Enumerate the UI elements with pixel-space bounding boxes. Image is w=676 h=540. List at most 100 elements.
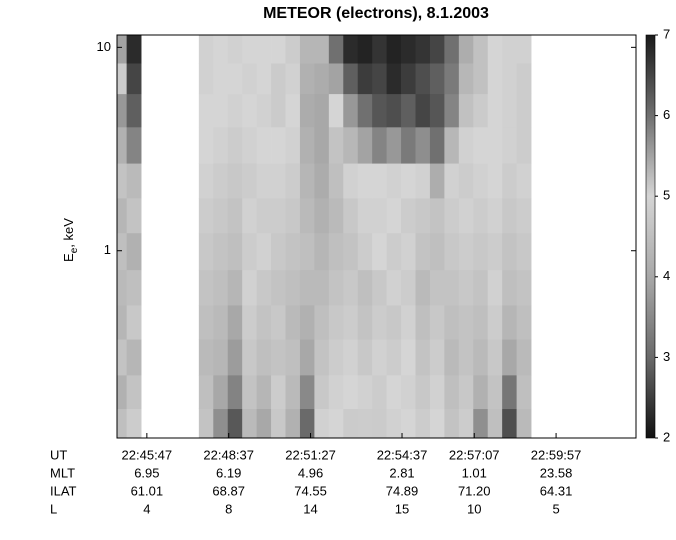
heat-cell (444, 269, 460, 306)
heat-cell (299, 63, 315, 95)
heat-cell (126, 374, 142, 410)
heat-cell (256, 197, 272, 234)
heat-cell (458, 163, 474, 199)
heat-cell (458, 374, 474, 410)
heat-cell (415, 232, 431, 271)
colorbar-tick-label: 6 (663, 107, 670, 122)
heat-cell (458, 305, 474, 340)
heat-cell (343, 63, 359, 95)
heat-cell (473, 374, 489, 410)
heat-cell (256, 232, 272, 271)
heat-cell (473, 339, 489, 376)
heat-cell (126, 163, 142, 199)
x-row-value: 74.55 (294, 483, 327, 498)
plot-frame (116, 34, 637, 439)
heat-cell (429, 163, 445, 199)
heat-cell (198, 232, 214, 271)
heat-cell (299, 408, 315, 439)
heat-cell (299, 163, 315, 199)
heat-cell (473, 232, 489, 271)
x-row-value: 1.01 (462, 465, 487, 480)
heat-cell (372, 197, 388, 234)
colorbar-tick-label: 2 (663, 429, 670, 444)
heat-cell (343, 305, 359, 340)
heat-cell (415, 63, 431, 95)
heat-cell (242, 197, 258, 234)
heat-cell (487, 35, 503, 64)
heat-cell (285, 63, 301, 95)
heat-cell (444, 232, 460, 271)
heat-cell (126, 232, 142, 271)
x-tick-label: 22:54:37 (377, 447, 428, 462)
heat-cell (256, 339, 272, 376)
heat-cell (285, 269, 301, 306)
heat-cell (516, 339, 532, 376)
x-row-value: 14 (303, 501, 317, 516)
heat-cell (415, 197, 431, 234)
heat-cell (271, 339, 286, 376)
heat-cell (256, 93, 272, 128)
heat-cell (271, 197, 286, 234)
heat-cell (227, 339, 243, 376)
heat-cell (401, 305, 416, 340)
y-label-unit: , keV (61, 218, 76, 248)
heat-cell (213, 35, 229, 64)
heat-cell (299, 232, 315, 271)
heat-cell (117, 63, 128, 95)
heat-cell (487, 374, 503, 410)
x-row-value: 2.81 (389, 465, 414, 480)
heat-cell (487, 339, 503, 376)
heat-cell (516, 408, 532, 439)
heat-cell (314, 63, 330, 95)
heat-cell (299, 305, 315, 340)
heat-cell (386, 408, 402, 439)
heat-cell (285, 339, 301, 376)
heat-cell (401, 93, 416, 128)
heat-cell (386, 374, 402, 410)
heat-cell (372, 35, 388, 64)
heat-cell (458, 35, 474, 64)
heat-cell (285, 163, 301, 199)
x-row-value: 4 (143, 501, 150, 516)
heat-cell (256, 63, 272, 95)
heat-cell (314, 197, 330, 234)
heat-cell (343, 197, 359, 234)
heat-cell (198, 93, 214, 128)
heat-cell (473, 197, 489, 234)
heat-cell (386, 163, 402, 199)
heat-cell (473, 305, 489, 340)
heat-cell (429, 269, 445, 306)
heat-cell (502, 63, 518, 95)
heat-cell (126, 339, 142, 376)
heat-cell (213, 408, 229, 439)
heat-cell (126, 126, 142, 164)
heat-cell (314, 408, 330, 439)
x-row-value: 10 (467, 501, 481, 516)
heat-cell (117, 232, 128, 271)
heat-cell (401, 408, 416, 439)
heat-cell (256, 35, 272, 64)
x-row-value: 74.89 (386, 483, 419, 498)
heat-cell (415, 305, 431, 340)
heat-cell (429, 374, 445, 410)
y-axis-label: Ee, keV (61, 218, 79, 262)
x-row-value: 15 (395, 501, 409, 516)
heat-cell (285, 408, 301, 439)
heat-cell (458, 232, 474, 271)
heat-cell (502, 374, 518, 410)
heat-cell (429, 93, 445, 128)
heat-cell (444, 35, 460, 64)
heat-cell (213, 93, 229, 128)
heat-cell (328, 269, 344, 306)
heat-cell (343, 35, 359, 64)
heat-cell (198, 269, 214, 306)
heat-cell (299, 197, 315, 234)
heat-cell (444, 408, 460, 439)
heat-cell (198, 126, 214, 164)
heat-cell (473, 269, 489, 306)
heat-cell (473, 63, 489, 95)
heat-cell (117, 163, 128, 199)
x-row-value: 71.20 (458, 483, 491, 498)
heat-cell (357, 126, 373, 164)
